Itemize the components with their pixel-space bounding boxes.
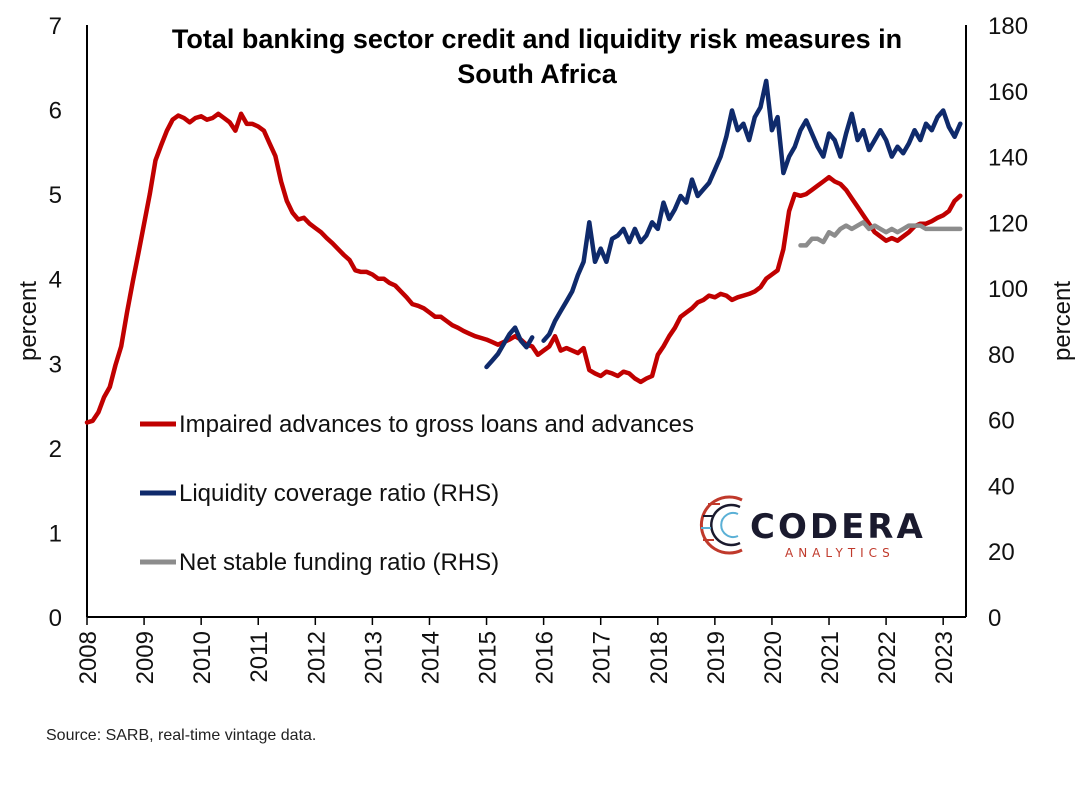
left-axis-label: percent <box>15 281 42 361</box>
x-tick-label: 2022 <box>874 631 901 684</box>
right-tick-label: 120 <box>988 210 1028 237</box>
x-tick-label: 2017 <box>589 631 616 684</box>
left-tick-label: 3 <box>49 351 62 378</box>
legend-label-impaired: Impaired advances to gross loans and adv… <box>179 411 694 438</box>
series-liquidity-coverage-ratio <box>484 325 535 370</box>
right-tick-label: 160 <box>988 79 1028 106</box>
x-tick-label: 2008 <box>75 631 102 684</box>
x-tick-label: 2023 <box>931 631 958 684</box>
left-tick-label: 4 <box>49 267 62 294</box>
chart-title-line-1: Total banking sector credit and liquidit… <box>172 24 902 54</box>
right-tick-label: 0 <box>988 605 1001 632</box>
left-tick-label: 5 <box>49 182 62 209</box>
right-tick-label: 20 <box>988 539 1015 566</box>
x-tick-label: 2010 <box>189 631 216 684</box>
x-axis-ticks: 2008 2009 2010 2011 2012 2013 2014 2015 2016 2017… <box>75 617 958 684</box>
left-tick-label: 6 <box>49 98 62 125</box>
x-tick-label: 2015 <box>475 631 502 684</box>
source-note: Source: SARB, real-time vintage data. <box>46 727 317 744</box>
x-tick-label: 2009 <box>132 631 159 684</box>
left-tick-label: 2 <box>49 436 62 463</box>
right-tick-label: 140 <box>988 145 1028 172</box>
series-net-stable-funding-ratio <box>798 220 963 248</box>
right-axis-label: percent <box>1049 281 1076 361</box>
left-axis-ticks: 0 1 2 3 4 5 6 7 <box>49 13 62 632</box>
logo-subtitle: ANALYTICS <box>785 546 895 560</box>
logo-wordmark: CODERA <box>750 507 926 547</box>
x-tick-label: 2011 <box>246 631 273 683</box>
series-layer <box>84 78 963 425</box>
x-tick-label: 2012 <box>303 631 330 684</box>
x-tick-label: 2021 <box>817 631 844 684</box>
x-tick-label: 2019 <box>703 631 730 684</box>
legend-label-lcr: Liquidity coverage ratio (RHS) <box>179 480 499 507</box>
right-tick-label: 180 <box>988 13 1028 40</box>
left-tick-label: 0 <box>49 605 62 632</box>
x-tick-label: 2014 <box>417 631 444 684</box>
x-tick-label: 2016 <box>532 631 559 684</box>
x-tick-label: 2013 <box>360 631 387 684</box>
codera-logo: CODERA ANALYTICS <box>699 495 926 560</box>
right-tick-label: 80 <box>988 342 1015 369</box>
chart-title-line-2: South Africa <box>457 59 617 89</box>
codera-logo-icon <box>699 495 743 555</box>
right-tick-label: 40 <box>988 473 1015 500</box>
right-tick-label: 100 <box>988 276 1028 303</box>
right-axis-ticks: 0 20 40 60 80 100 120 140 160 180 <box>988 13 1028 632</box>
plot-frame <box>86 25 967 618</box>
left-tick-label: 1 <box>49 520 62 547</box>
series-liquidity-coverage-ratio <box>541 78 963 343</box>
legend-label-nsfr: Net stable funding ratio (RHS) <box>179 549 499 576</box>
x-tick-label: 2018 <box>646 631 673 684</box>
left-tick-label: 7 <box>49 13 62 40</box>
series-impaired-advances <box>84 111 963 425</box>
legend: Impaired advances to gross loans and adv… <box>140 411 694 576</box>
right-tick-label: 60 <box>988 408 1015 435</box>
x-tick-label: 2020 <box>760 631 787 684</box>
